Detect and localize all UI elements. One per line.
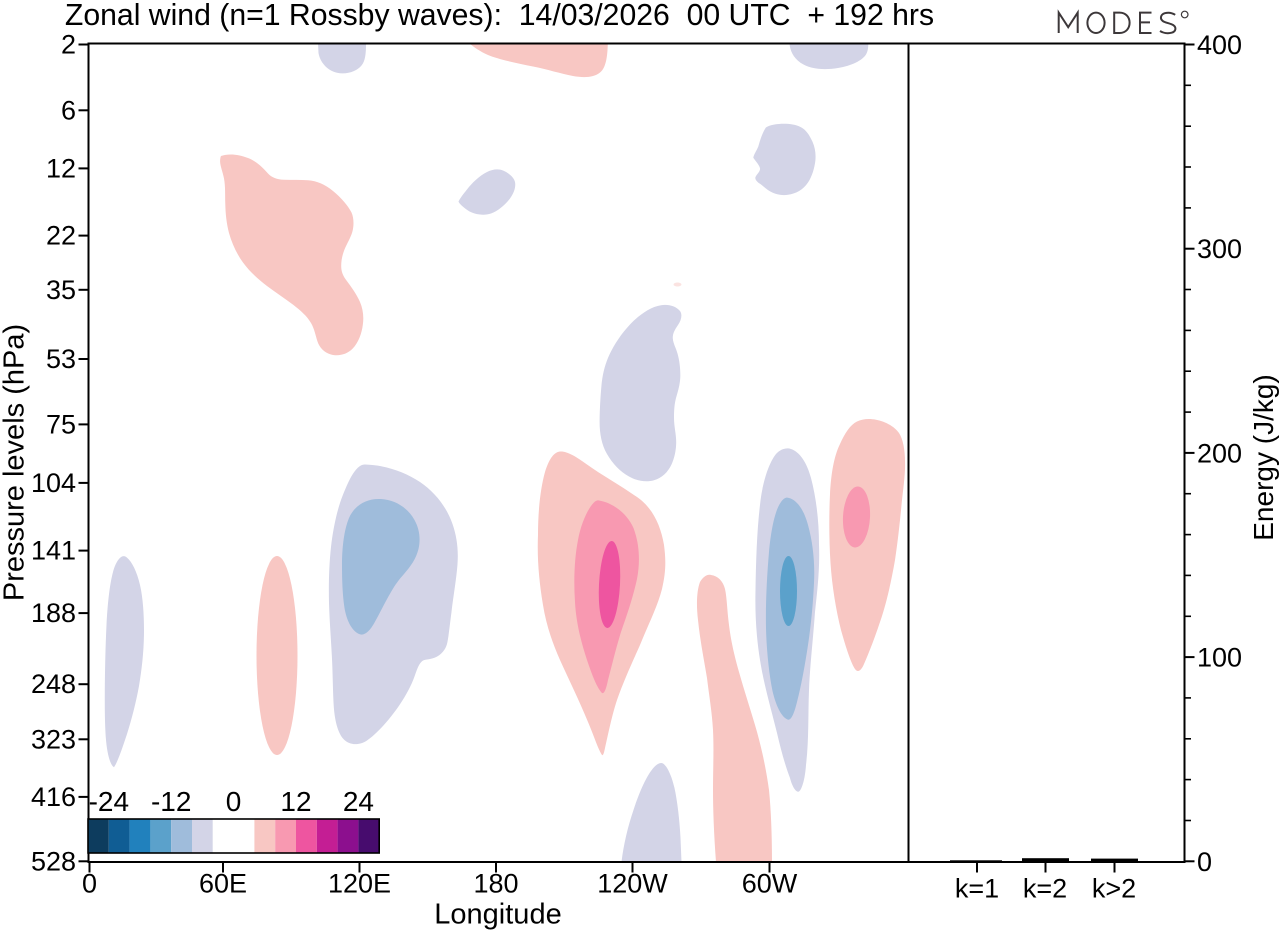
svg-text:k=1: k=1 <box>955 874 999 904</box>
svg-text:180: 180 <box>473 869 518 899</box>
svg-text:Energy (J/kg): Energy (J/kg) <box>1248 374 1279 541</box>
svg-text:248: 248 <box>31 669 76 699</box>
svg-text:k=2: k=2 <box>1023 874 1067 904</box>
svg-text:k>2: k>2 <box>1092 874 1136 904</box>
svg-text:60W: 60W <box>742 869 798 899</box>
svg-text:300: 300 <box>1197 234 1242 264</box>
svg-text:528: 528 <box>31 846 76 876</box>
svg-text:200: 200 <box>1197 438 1242 468</box>
svg-text:60E: 60E <box>199 869 247 899</box>
svg-text:Longitude: Longitude <box>434 898 561 930</box>
svg-text:Zonal wind (n=1 Rossby waves):: Zonal wind (n=1 Rossby waves): 14/03/202… <box>65 0 934 32</box>
svg-text:12: 12 <box>280 786 311 817</box>
svg-text:100: 100 <box>1197 643 1242 673</box>
svg-text:-24: -24 <box>89 786 129 817</box>
svg-text:120W: 120W <box>597 869 668 899</box>
svg-text:400: 400 <box>1197 30 1242 60</box>
svg-text:120E: 120E <box>328 869 391 899</box>
svg-text:323: 323 <box>31 724 76 754</box>
svg-text:0: 0 <box>226 786 242 817</box>
svg-text:0: 0 <box>82 869 97 899</box>
svg-text:2: 2 <box>61 30 76 60</box>
svg-text:12: 12 <box>46 153 76 183</box>
svg-text:416: 416 <box>31 782 76 812</box>
svg-text:22: 22 <box>46 221 76 251</box>
svg-text:75: 75 <box>46 409 76 439</box>
svg-text:Pressure levels (hPa): Pressure levels (hPa) <box>0 324 31 601</box>
svg-text:188: 188 <box>31 598 76 628</box>
svg-text:0: 0 <box>1197 847 1212 877</box>
svg-text:104: 104 <box>31 468 76 498</box>
svg-text:35: 35 <box>46 275 76 305</box>
svg-text:141: 141 <box>31 536 76 566</box>
svg-text:24: 24 <box>343 786 374 817</box>
svg-text:53: 53 <box>46 344 76 374</box>
svg-text:-12: -12 <box>151 786 191 817</box>
svg-text:6: 6 <box>61 95 76 125</box>
